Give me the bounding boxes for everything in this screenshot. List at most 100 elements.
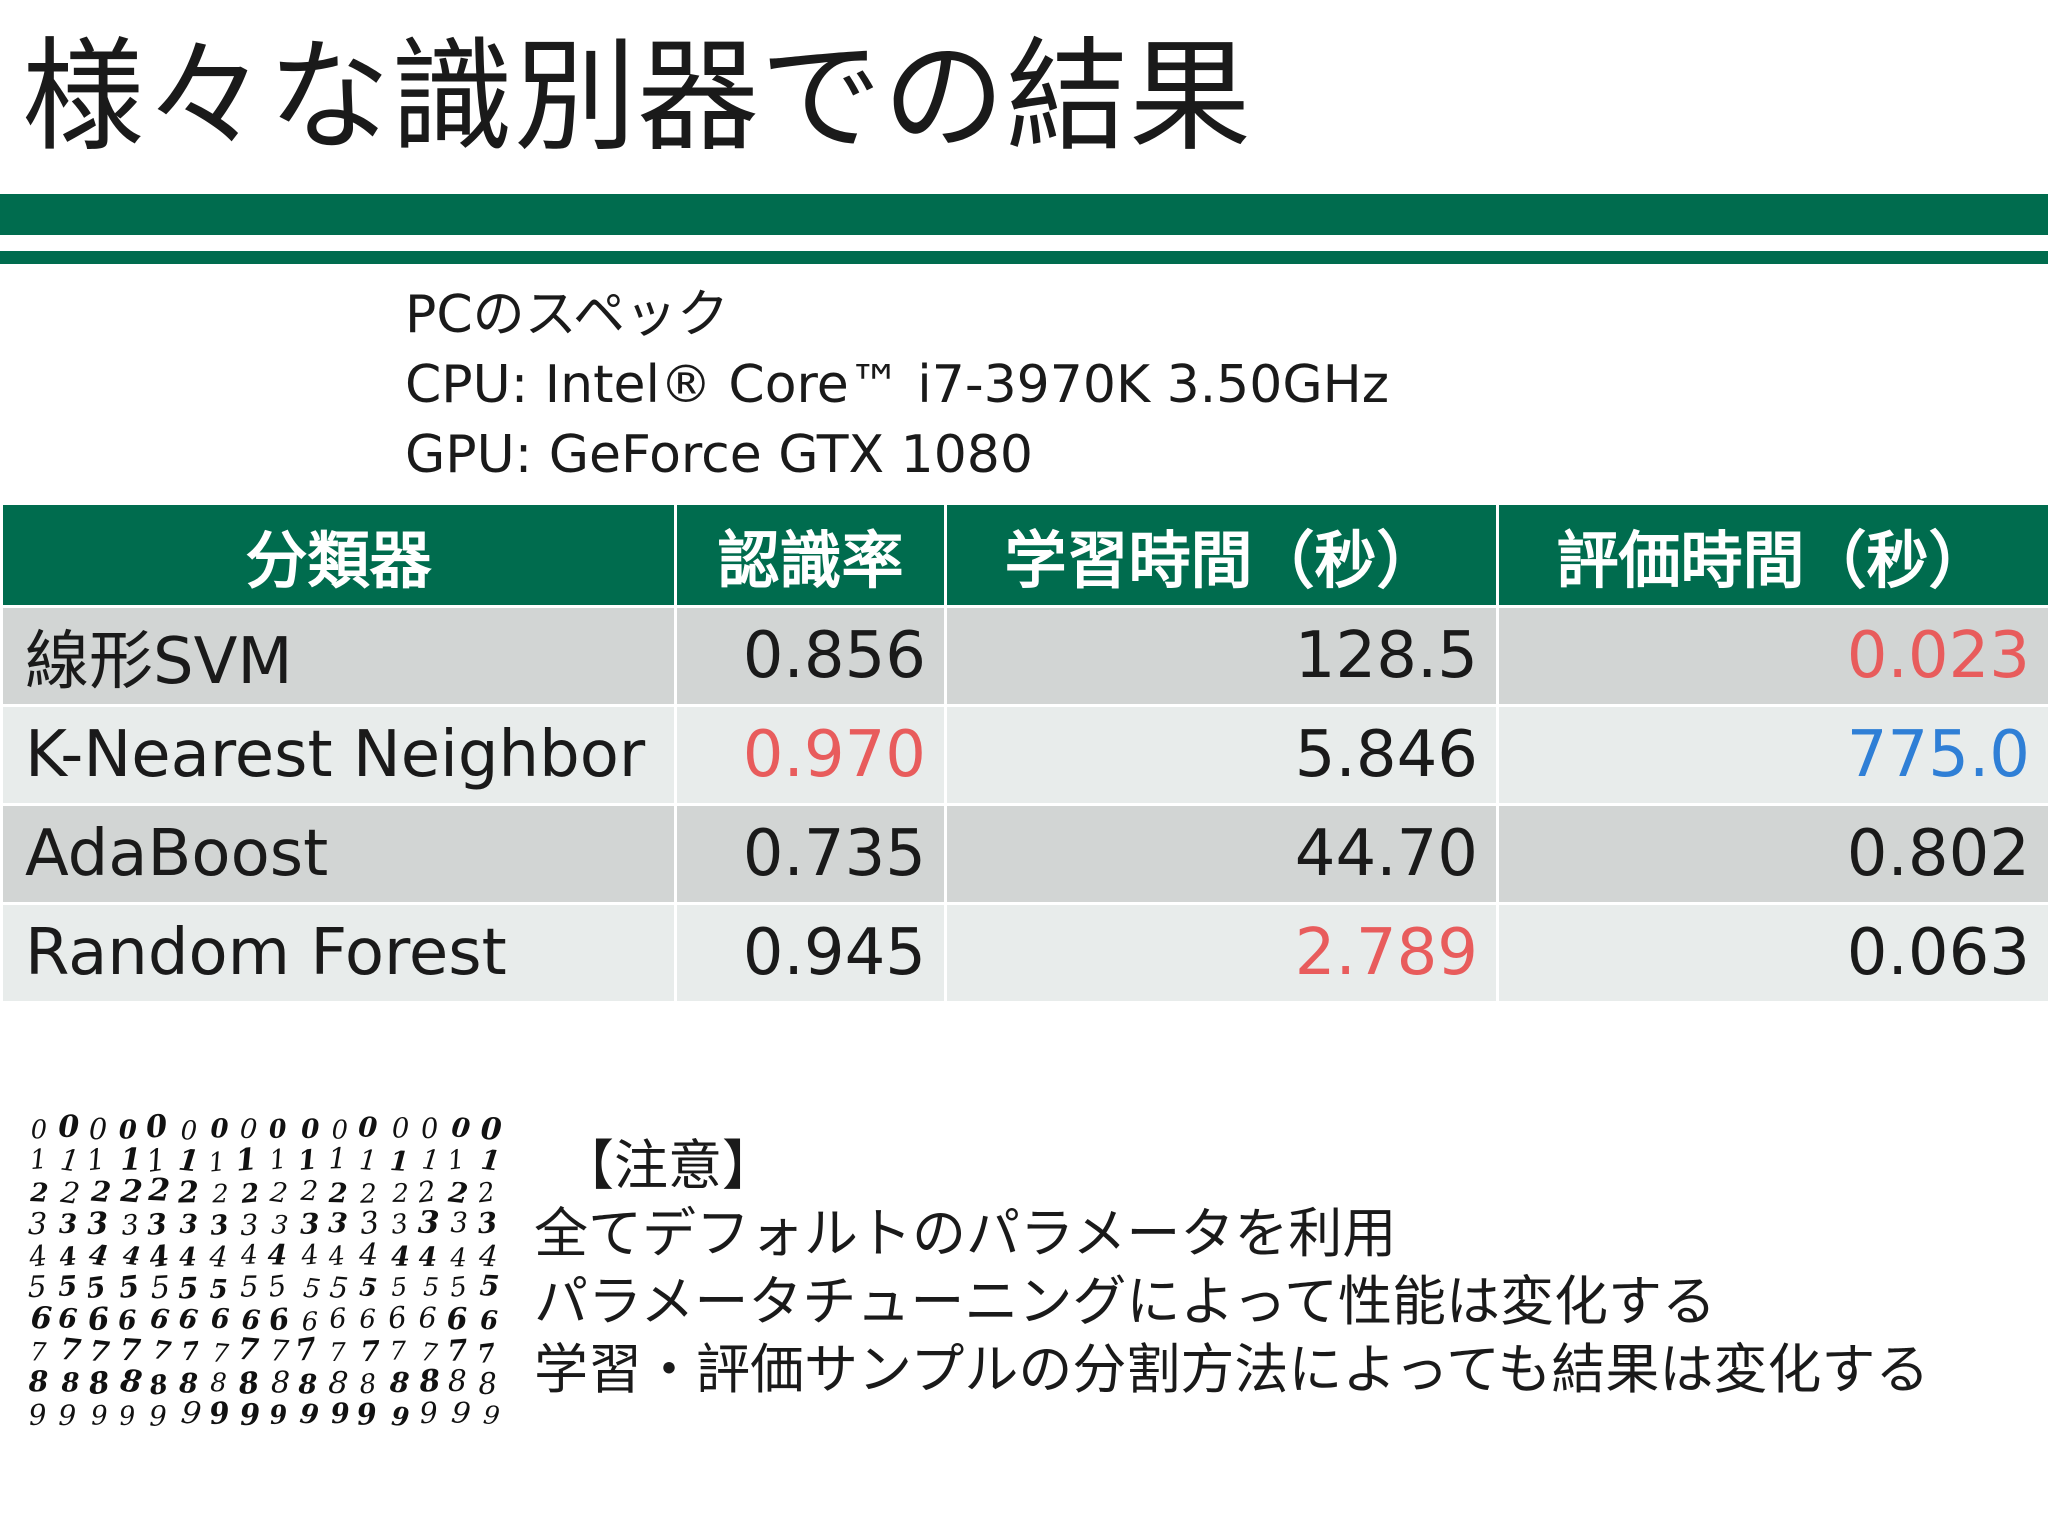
mnist-digit: 3 — [179, 1210, 198, 1241]
mnist-digit: 4 — [449, 1243, 467, 1273]
mnist-digit: 3 — [270, 1210, 289, 1241]
mnist-digit: 0 — [358, 1112, 378, 1144]
mnist-digit: 2 — [29, 1178, 49, 1209]
mnist-digit: 5 — [358, 1271, 378, 1303]
mnist-digit: 5 — [117, 1269, 141, 1305]
classifier-name: AdaBoost — [0, 803, 677, 905]
slide-title: 様々な識別器での結果 — [22, 26, 1252, 168]
mnist-digit: 8 — [448, 1364, 467, 1399]
mnist-digit: 2 — [267, 1177, 289, 1210]
header-classifier: 分類器 — [0, 502, 677, 608]
mnist-digit: 3 — [476, 1206, 498, 1240]
accuracy-cell: 0.735 — [674, 803, 947, 905]
mnist-digit: 0 — [30, 1115, 47, 1145]
mnist-digit: 7 — [329, 1338, 347, 1368]
mnist-digit: 0 — [239, 1114, 259, 1146]
mnist-digit: 3 — [146, 1207, 168, 1242]
eval-time-cell: 775.0 — [1496, 704, 2048, 806]
mnist-digit: 2 — [327, 1178, 348, 1210]
mnist-digit: 9 — [90, 1400, 108, 1430]
mnist-digit: 9 — [418, 1395, 439, 1430]
note-line: 全てデフォルトのパラメータを利用 — [534, 1202, 1397, 1265]
mnist-digit: 3 — [208, 1209, 230, 1242]
mnist-digit: 7 — [294, 1331, 320, 1369]
mnist-digit: 6 — [386, 1300, 408, 1336]
mnist-digit: 5 — [302, 1273, 323, 1306]
mnist-digit: 6 — [419, 1302, 437, 1335]
mnist-digit: 2 — [299, 1176, 319, 1208]
mnist-digit: 9 — [482, 1399, 502, 1430]
mnist-digit: 1 — [358, 1144, 378, 1177]
mnist-digit: 9 — [355, 1396, 378, 1430]
mnist-digit: 1 — [420, 1144, 441, 1177]
mnist-digit: 3 — [299, 1207, 320, 1241]
mnist-digit: 2 — [415, 1174, 438, 1209]
mnist-digit: 6 — [177, 1303, 200, 1336]
mnist-digit: 5 — [390, 1272, 408, 1302]
mnist-digit: 0 — [331, 1115, 348, 1145]
mnist-digit: 9 — [330, 1397, 351, 1430]
classifier-name: 線形SVM — [0, 605, 677, 707]
mnist-digit: 1 — [58, 1142, 81, 1178]
mnist-digit: 4 — [208, 1239, 229, 1274]
mnist-digit: 0 — [58, 1112, 80, 1145]
mnist-digit: 3 — [239, 1207, 259, 1242]
mnist-digit: 4 — [178, 1241, 197, 1272]
mnist-digit: 3 — [417, 1205, 440, 1242]
mnist-digit: 3 — [59, 1209, 77, 1240]
mnist-digit: 2 — [239, 1178, 261, 1210]
mnist-digit: 0 — [180, 1116, 197, 1146]
eval-time-cell: 0.802 — [1496, 803, 2048, 905]
mnist-digit: 8 — [147, 1369, 170, 1402]
mnist-digit: 7 — [58, 1332, 83, 1369]
mnist-digit: 3 — [389, 1208, 410, 1241]
mnist-digit: 9 — [58, 1399, 76, 1430]
mnist-digit: 1 — [479, 1144, 502, 1178]
mnist-digit: 6 — [87, 1301, 111, 1339]
mnist-digit: 4 — [299, 1239, 320, 1272]
train-time-cell: 44.70 — [944, 803, 1499, 905]
mnist-digit: 0 — [301, 1114, 321, 1146]
mnist-digit: 7 — [119, 1333, 142, 1369]
mnist-digit: 5 — [84, 1270, 108, 1305]
mnist-digit: 6 — [117, 1305, 137, 1337]
accuracy-cell: 0.856 — [674, 605, 947, 707]
mnist-digit: 8 — [358, 1368, 378, 1400]
mnist-digit: 8 — [210, 1368, 228, 1399]
mnist-digit: 1 — [207, 1147, 227, 1179]
mnist-digit: 2 — [359, 1179, 377, 1209]
mnist-digit: 7 — [30, 1336, 48, 1367]
mnist-digit: 0 — [119, 1115, 137, 1145]
mnist-digit: 0 — [210, 1114, 229, 1144]
eval-time-cell: 0.063 — [1496, 902, 2048, 1004]
mnist-digit: 7 — [360, 1334, 381, 1368]
mnist-digit: 9 — [118, 1401, 137, 1430]
mnist-digit: 7 — [419, 1337, 438, 1368]
mnist-digit: 9 — [207, 1394, 232, 1430]
mnist-digit: 6 — [480, 1306, 498, 1336]
mnist-digit: 7 — [389, 1336, 407, 1366]
mnist-digit: 8 — [327, 1365, 349, 1402]
mnist-digit: 2 — [147, 1172, 171, 1209]
mnist-digit: 2 — [446, 1175, 470, 1210]
header-accuracy: 認識率 — [674, 502, 947, 608]
classifier-name: Random Forest — [0, 902, 677, 1004]
specs-heading: PCのスペック — [405, 285, 730, 345]
train-time-cell: 128.5 — [944, 605, 1499, 707]
mnist-digit: 4 — [358, 1238, 378, 1273]
mnist-digit: 4 — [391, 1242, 410, 1273]
mnist-digit: 8 — [417, 1363, 442, 1400]
mnist-digit: 2 — [177, 1175, 199, 1210]
mnist-digit: 1 — [29, 1144, 49, 1176]
mnist-digit: 3 — [120, 1209, 140, 1242]
title-rule-thin — [0, 251, 2048, 264]
mnist-digit: 4 — [267, 1238, 287, 1271]
mnist-digit: 0 — [450, 1112, 472, 1145]
specs-gpu: GPU: GeForce GTX 1080 — [405, 425, 1033, 485]
mnist-digit: 5 — [423, 1272, 439, 1301]
mnist-digit: 8 — [477, 1366, 497, 1401]
mnist-digit: 6 — [57, 1303, 78, 1335]
mnist-digit: 1 — [234, 1142, 258, 1179]
header-train-time: 学習時間（秒） — [944, 502, 1499, 608]
table-header-row: 分類器 認識率 学習時間（秒） 評価時間（秒） — [0, 502, 2048, 608]
